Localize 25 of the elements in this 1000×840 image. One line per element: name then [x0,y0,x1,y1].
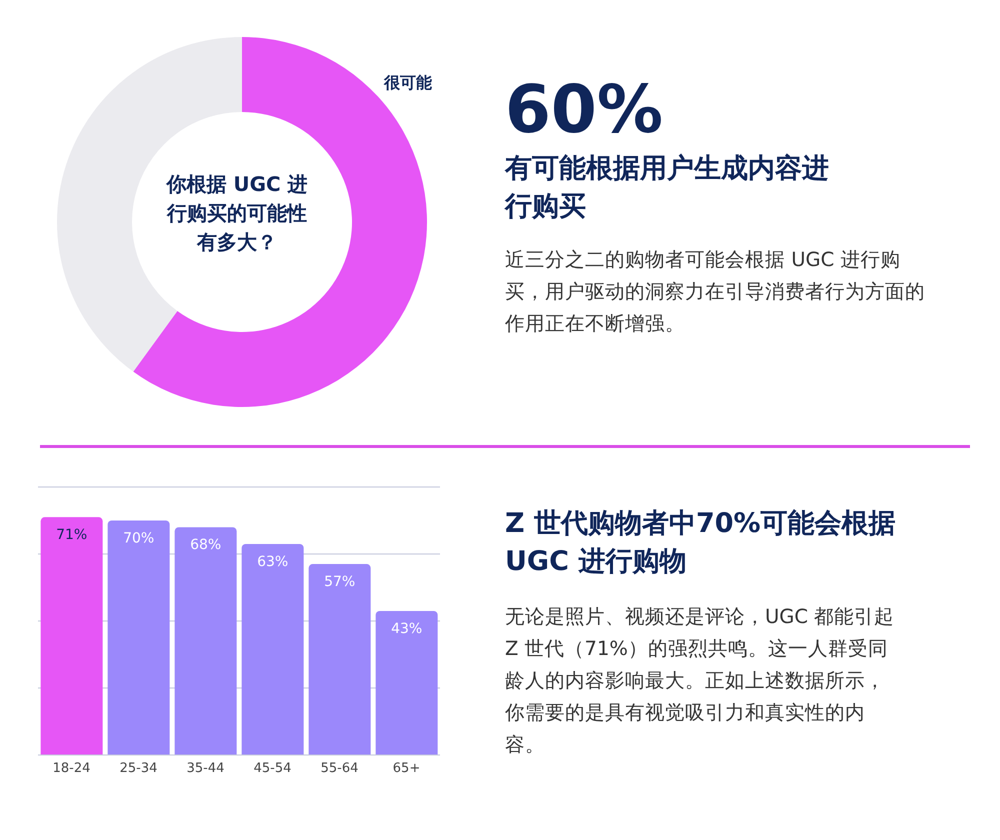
bar [40,517,103,755]
data-label: 63% [257,554,288,570]
data-label: 70% [123,530,154,546]
data-label: 71% [56,527,88,544]
slice-label: 很可能 [383,73,432,92]
text: 有可能根据用户生成内容进行购买 [505,152,830,224]
x-tick-label: 25-34 [120,761,158,776]
x-tick-label: 18-24 [52,761,90,776]
x-tick-label: 65+ [392,761,420,776]
data-label: 68% [190,537,222,554]
text: 你根据 UGC 进行购买的可能性有多大？ [165,171,309,256]
bar [242,544,304,755]
data-label: 57% [324,574,356,590]
x-tick-label: 45-54 [254,761,292,776]
bar [174,527,237,755]
text: 无论是照片、视频还是评论，UGC 都能引起 Z 世代（71%）的强烈共鸣。这一人群受同龄人的内容影响最大。正如上述数据所示，你需要的是具有视觉吸引力和真实性的内容。 [505,604,895,758]
text: Z 世代购物者中70%可能会根据 UGC 进行购物 [505,507,897,579]
text: 近三分之二的购物者可能会根据 UGC 进行购买，用户驱动的洞察力在引导消费者行为方面的作用正在不断增强。 [505,247,925,337]
bar [376,610,438,755]
text: 60% [505,71,664,148]
x-tick-label: 55-64 [320,761,358,776]
bar [108,520,170,755]
data-label: 43% [391,620,422,637]
bar [308,564,371,755]
x-tick-label: 35-44 [186,761,224,776]
